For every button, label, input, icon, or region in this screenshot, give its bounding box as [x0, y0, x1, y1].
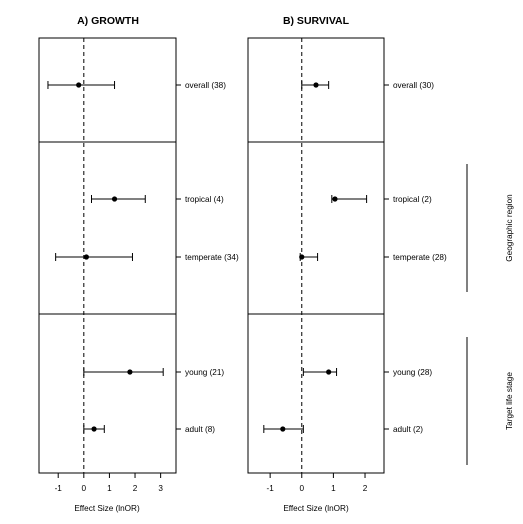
growth-x-tick-label-2: 1 [107, 484, 112, 493]
survival-x-tick-label-3: 2 [363, 484, 368, 493]
survival-panel-title: B) SURVIVAL [283, 15, 350, 27]
growth-panel-title: A) GROWTH [77, 15, 139, 27]
survival-x-tick-label-1: 0 [299, 484, 304, 493]
growth-row-label-1: tropical (4) [185, 195, 224, 204]
survival-estimate-point-2 [299, 254, 305, 260]
survival-estimate-point-3 [326, 369, 332, 375]
growth-plot-frame [38, 37, 177, 474]
geographic-region-label: Geographic region [505, 194, 514, 262]
survival-marks: -1 0 1 2 overall (30) tropical (2) temperate (… [263, 38, 447, 493]
growth-estimate-point-3 [127, 369, 133, 375]
survival-row-label-4: adult (2) [393, 425, 423, 434]
survival-x-tick-label-2: 1 [331, 484, 336, 493]
survival-row-label-3: young (28) [393, 368, 432, 377]
growth-row-label-2: temperate (34) [185, 253, 239, 262]
growth-x-tick-label-3: 2 [133, 484, 138, 493]
survival-plot-frame [247, 37, 385, 474]
growth-x-tick-label-0: -1 [55, 484, 63, 493]
growth-x-axis-label: Effect Size (lnOR) [74, 504, 140, 513]
growth-estimate-point-4 [91, 426, 97, 432]
survival-x-axis-label: Effect Size (lnOR) [283, 504, 349, 513]
survival-row-label-2: temperate (28) [393, 253, 447, 262]
growth-row-label-4: adult (8) [185, 425, 215, 434]
survival-estimate-point-4 [280, 426, 286, 432]
target-life-stage-bracket: Target life stage [466, 337, 514, 465]
survival-row-label-1: tropical (2) [393, 195, 432, 204]
growth-estimate-point-1 [111, 196, 118, 202]
target-life-stage-label: Target life stage [505, 372, 514, 430]
growth-x-tick-label-1: 0 [82, 484, 87, 493]
survival-x-tick-label-0: -1 [266, 484, 274, 493]
growth-panel: A) GROWTH -1 0 1 2 3 overall (38) tropical (4)… [38, 15, 239, 513]
survival-panel: B) SURVIVAL -1 0 1 2 overall (30) tropical (2… [247, 15, 447, 513]
survival-row-label-0: overall (30) [393, 81, 434, 90]
survival-estimate-point-1 [332, 196, 338, 202]
growth-estimate-point-2 [83, 254, 89, 260]
growth-row-label-0: overall (38) [185, 81, 226, 90]
growth-estimate-point-0 [76, 82, 82, 88]
survival-estimate-point-0 [313, 82, 319, 88]
geographic-region-bracket: Geographic region [466, 164, 514, 292]
growth-row-label-3: young (21) [185, 368, 224, 377]
growth-x-tick-label-4: 3 [158, 484, 163, 493]
growth-marks: -1 0 1 2 3 overall (38) tropical (4) temperate … [47, 38, 239, 493]
